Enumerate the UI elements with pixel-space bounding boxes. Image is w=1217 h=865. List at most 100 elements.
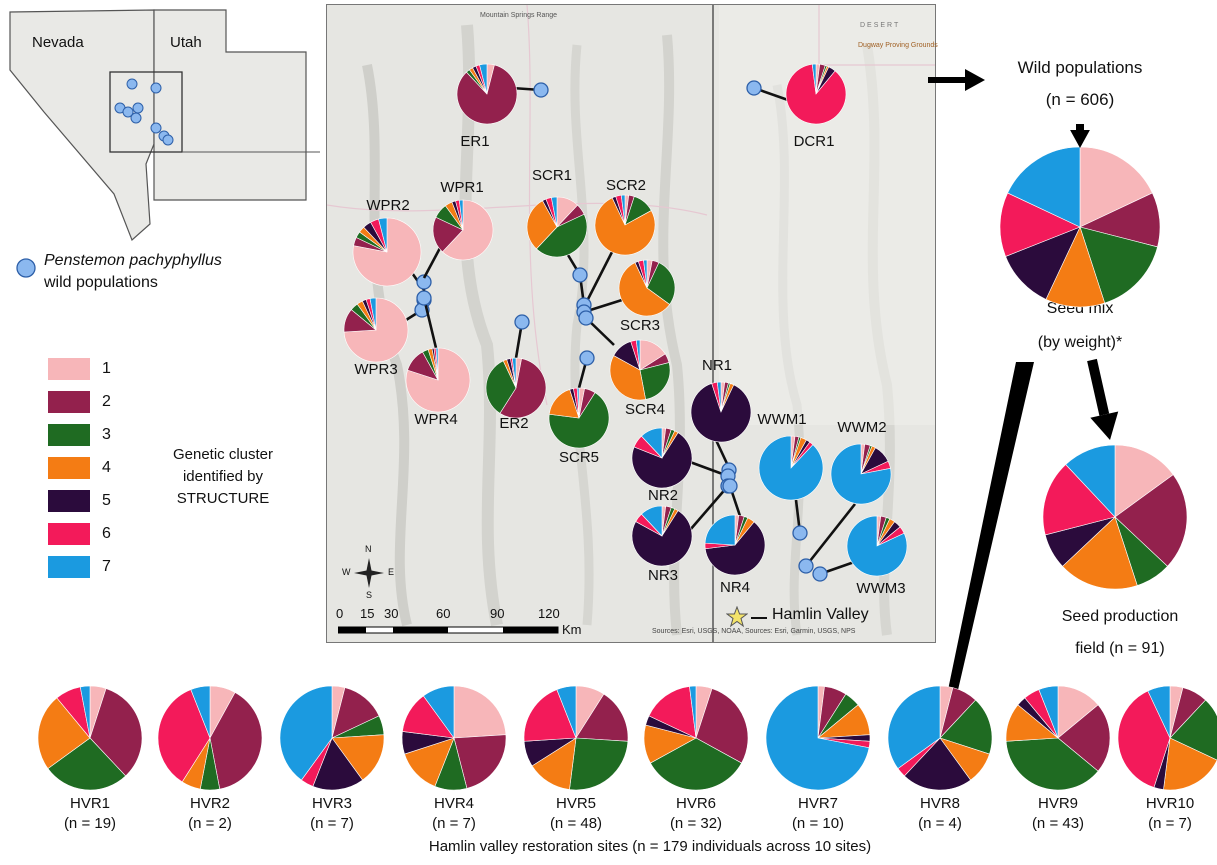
- map-dcr1-pie: [785, 63, 847, 125]
- map-desert-label: DESERT: [860, 22, 901, 29]
- legend-label: 7: [102, 558, 111, 575]
- legend-label: 4: [102, 459, 111, 476]
- restoration-hvr7-pie: [765, 685, 871, 791]
- legend-title-line: identified by: [182, 468, 264, 485]
- restoration-hvr6-slice-cluster-3: [650, 737, 742, 791]
- map-er1-slice-cluster-2: [456, 64, 518, 125]
- restoration-hvr8-slice-cluster-3: [939, 699, 993, 755]
- map-wpr4-pie: [405, 347, 471, 413]
- map-attribution: Sources: Esri, USGS, NOAA, Sources: Esri…: [652, 628, 856, 635]
- seed-mix-slice-cluster-1: [1079, 146, 1153, 228]
- wild-populations-n: (n = 606): [1045, 90, 1115, 109]
- seed-field-label: Seed production: [1061, 608, 1179, 625]
- restoration-hvr2-slice-cluster-6: [157, 689, 211, 783]
- map-wwm3-slice-cluster-7: [846, 515, 908, 577]
- restoration-hvr9-slice-cluster-3: [1005, 737, 1099, 791]
- map-wpr2-pie: [352, 217, 422, 287]
- scr4-site-marker: [578, 310, 594, 326]
- seed-mix-slice-cluster-7: [1007, 146, 1081, 228]
- map-er2-slice-cluster-3: [485, 360, 517, 414]
- species-label: Penstemon pachyphyllus: [44, 252, 222, 269]
- map-wpr1-slice-cluster-1: [442, 199, 494, 261]
- wwm1-site-marker: [792, 525, 808, 541]
- restoration-hvr10-slice-cluster-6: [1117, 690, 1171, 788]
- seed-mix-slice-cluster-6: [999, 192, 1081, 257]
- restoration-hvr1-slice-cluster-2: [89, 688, 143, 777]
- nr3-connector: [689, 485, 729, 531]
- legend-item: 7: [48, 556, 138, 580]
- legend-label: 2: [102, 393, 111, 410]
- er1-site-marker: [533, 82, 549, 98]
- restoration-label-hvr4: HVR4: [434, 795, 474, 812]
- restoration-label-hvr6: HVR6: [676, 795, 716, 812]
- arrow-to-restoration-sites: [948, 362, 1034, 690]
- map-wpr1-slice-cluster-2: [432, 216, 464, 253]
- seed-field-slice-cluster-2: [1114, 474, 1188, 567]
- species-sub-label: wild populations: [44, 274, 158, 291]
- restoration-label-hvr10: HVR10: [1146, 795, 1194, 812]
- seed-mix-slice-cluster-4: [1045, 226, 1106, 308]
- scr1-site-marker: [572, 267, 588, 283]
- map-label-scr1: SCR1: [532, 167, 572, 184]
- scale-tick-label: 90: [490, 606, 505, 621]
- restoration-hvr8-pie: [887, 685, 993, 791]
- scale-tick-label: 0: [336, 606, 344, 621]
- legend-swatch: [48, 457, 90, 479]
- map-label-wpr1: WPR1: [440, 179, 483, 196]
- map-label-wpr4: WPR4: [414, 411, 457, 428]
- inset-population-dot: [122, 106, 134, 118]
- map-nr1-slice-cluster-5: [690, 383, 752, 443]
- map-wpr1-slice-cluster-7: [458, 199, 464, 231]
- seed-mix-pie: [999, 146, 1161, 308]
- map-label-wwm1: WWM1: [757, 411, 806, 428]
- legend-item: 4: [48, 457, 138, 481]
- map-label-wwm2: WWM2: [837, 419, 886, 436]
- restoration-hvr6-slice-cluster-2: [695, 688, 749, 764]
- scale-tick-label: 60: [436, 606, 451, 621]
- restoration-label-hvr9: HVR9: [1038, 795, 1078, 812]
- restoration-label-hvr8: HVR8: [920, 795, 960, 812]
- map-range-label: Mountain Springs Range: [480, 12, 558, 19]
- restoration-hvr5-pie: [523, 685, 629, 791]
- map-scr4-slice-cluster-7: [635, 339, 641, 371]
- map-label-wpr3: WPR3: [354, 361, 397, 378]
- scr2-connector: [583, 251, 614, 306]
- map-label-wpr2: WPR2: [366, 197, 409, 214]
- map-label-er2: ER2: [499, 415, 528, 432]
- legend-label: 3: [102, 426, 111, 443]
- seed-mix-sub: (by weight)*: [1037, 334, 1123, 351]
- restoration-n-hvr1: (n = 19): [64, 815, 116, 832]
- legend-item: 3: [48, 424, 138, 448]
- nr4-site-marker: [722, 478, 738, 494]
- map-label-er1: ER1: [460, 133, 489, 150]
- map-scr1-slice-cluster-7: [551, 196, 558, 228]
- seed-field-slice-cluster-7: [1065, 444, 1116, 518]
- wwm2-connector: [804, 503, 857, 567]
- legend-swatch: [48, 391, 90, 413]
- restoration-hvr5-slice-cluster-3: [569, 737, 629, 791]
- map-dcr1-slice-cluster-7: [811, 63, 817, 95]
- wpr4-site-marker: [416, 290, 432, 306]
- map-wwm1-pie: [758, 435, 824, 501]
- map-scr4-slice-cluster-3: [639, 362, 671, 400]
- legend-label: 1: [102, 360, 111, 377]
- restoration-hvr2-pie: [157, 685, 263, 791]
- restoration-hvr6-slice-cluster-7: [689, 685, 697, 739]
- inset-population-dot: [150, 82, 162, 94]
- map-er1-pie: [456, 63, 518, 125]
- map-scr1-pie: [526, 196, 588, 258]
- map-scr4-pie: [609, 339, 671, 401]
- map-scr3-slice-cluster-4: [618, 262, 671, 317]
- map-er2-slice-cluster-2: [499, 358, 547, 419]
- restoration-hvr9-slice-cluster-7: [1038, 685, 1059, 739]
- seed-mix-slice-cluster-3: [1079, 226, 1158, 304]
- map-proving-label: Dugway Proving Grounds: [858, 42, 938, 49]
- map-label-scr5: SCR5: [559, 449, 599, 466]
- map-label-scr2: SCR2: [606, 177, 646, 194]
- seed-mix-slice-cluster-5: [1005, 226, 1081, 300]
- inset-extent-box: [109, 71, 183, 153]
- restoration-n-hvr9: (n = 43): [1032, 815, 1084, 832]
- wwm3-site-marker: [812, 566, 828, 582]
- wpr4-connector: [422, 297, 438, 349]
- restoration-n-hvr7: (n = 10): [792, 815, 844, 832]
